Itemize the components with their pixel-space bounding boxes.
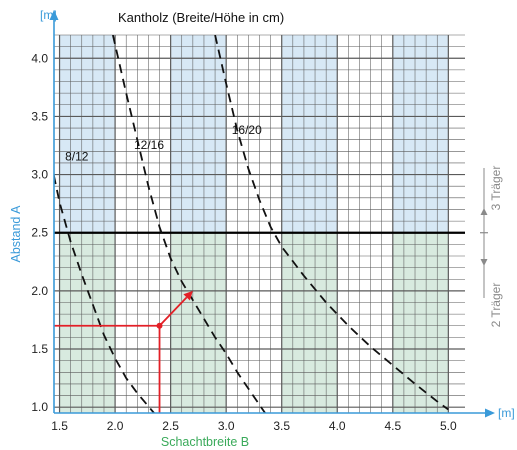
y-tick-labels: 1.0 1.5 2.0 2.5 3.0 3.5 4.0	[31, 51, 48, 414]
y-tick-label: 4.0	[31, 51, 48, 65]
x-tick-label: 2.5	[162, 419, 179, 433]
x-tick-label: 2.0	[107, 419, 124, 433]
curve-8-12	[54, 171, 155, 413]
curve-label: 16/20	[232, 123, 262, 137]
y-tick-label: 1.5	[31, 342, 48, 356]
band-lower-0	[59, 232, 116, 413]
y-tick-label: 2.5	[31, 226, 48, 240]
label-2-traeger: 2 Träger	[489, 283, 503, 328]
x-tick-label: 4.0	[329, 419, 346, 433]
x-tick-label: 3.5	[273, 419, 290, 433]
x-tick-label: 4.5	[384, 419, 401, 433]
band-upper-0	[59, 35, 116, 233]
x-tick-label: 5.0	[440, 419, 457, 433]
y-tick-label: 2.0	[31, 284, 48, 298]
x-axis-title: Schachtbreite B	[161, 435, 249, 449]
y-axis-title: Abstand A	[9, 205, 23, 263]
x-tick-label: 3.0	[218, 419, 235, 433]
labels: 8/12 12/16 16/20 Kantholz (Breite/Höhe in c…	[9, 8, 515, 449]
curve-label: 12/16	[134, 138, 164, 152]
chart-title: Kantholz (Breite/Höhe in cm)	[118, 10, 284, 25]
curves	[54, 35, 449, 413]
curve-12-16	[112, 35, 266, 413]
side-arrow-up	[480, 208, 488, 215]
band-upper-1	[170, 35, 227, 233]
x-axis-arrow	[485, 408, 495, 418]
band-upper-2	[281, 35, 338, 233]
band-upper-3	[392, 35, 449, 233]
x-tick-labels: 1.5 2.0 2.5 3.0 3.5 4.0 4.5 5.0	[51, 419, 457, 433]
label-3-traeger: 3 Träger	[489, 166, 503, 211]
band-lower-1	[170, 232, 227, 413]
x-unit-label: [m]	[498, 406, 515, 420]
example-arrow-head	[183, 290, 193, 301]
curve-label: 8/12	[65, 150, 89, 164]
x-tick-label: 1.5	[51, 419, 68, 433]
example-arrow-shaft	[158, 296, 188, 327]
example-reading	[54, 290, 193, 413]
shaded-bands	[59, 35, 449, 413]
axes	[49, 10, 495, 418]
y-tick-label: 3.5	[31, 109, 48, 123]
grid-lines	[54, 34, 465, 413]
y-tick-label: 3.0	[31, 168, 48, 182]
y-axis-arrow	[49, 10, 59, 20]
side-arrow-down	[480, 259, 488, 266]
curve-16-20	[214, 35, 449, 411]
y-tick-label: 1.0	[31, 400, 48, 414]
y-unit-label: [m]	[40, 8, 57, 22]
band-lower-3	[392, 232, 449, 413]
band-lower-2	[281, 232, 338, 413]
